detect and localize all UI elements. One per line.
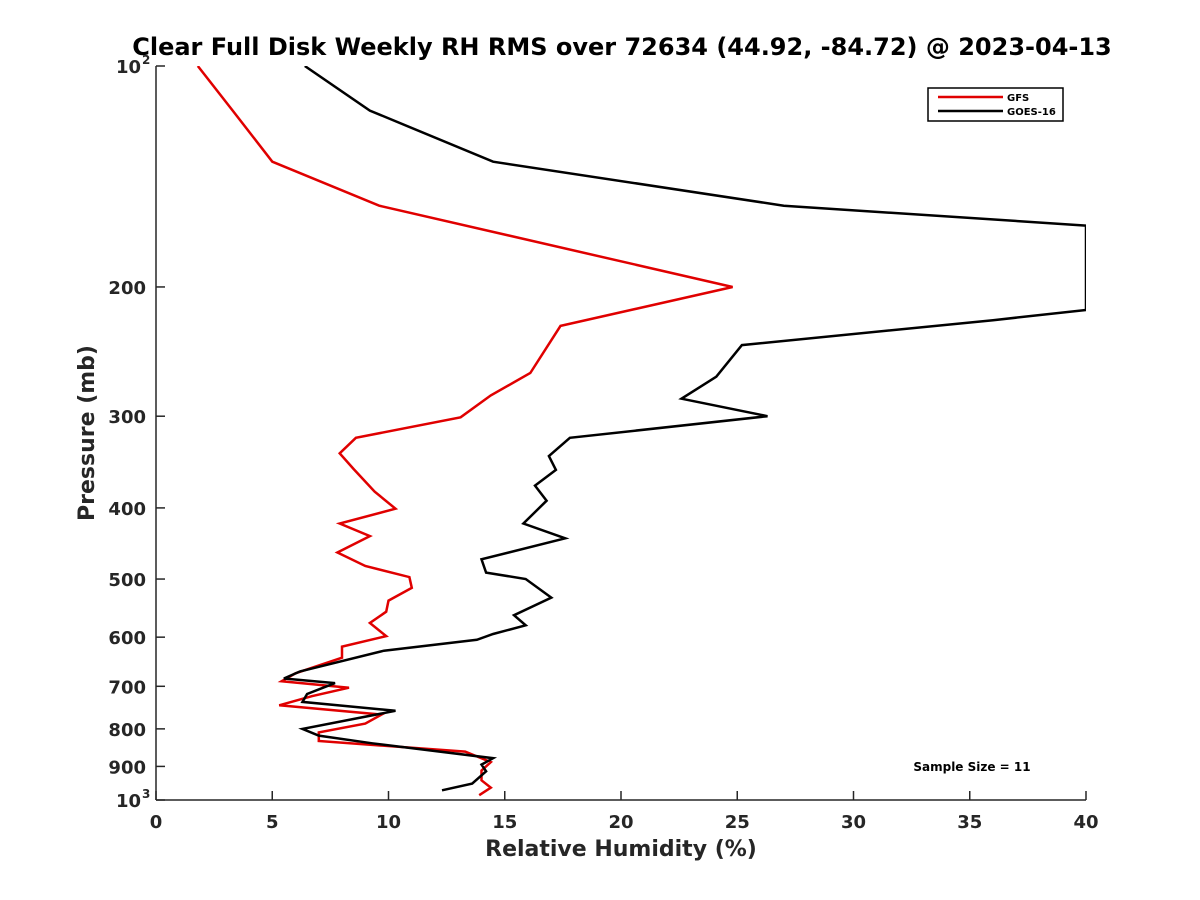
y-tick-label: 10 [116, 791, 141, 812]
x-axis-label: Relative Humidity (%) [485, 837, 757, 862]
legend-box [927, 87, 1064, 122]
legend: GFS GOES-16 [927, 87, 1064, 122]
y-tick-label: 400 [108, 499, 146, 520]
y-tick-label: 10 [116, 57, 141, 78]
y-tick-label: 600 [108, 628, 146, 649]
x-tick-label: 5 [266, 812, 279, 833]
series-layer [196, 66, 1086, 797]
y-tick-label: 200 [108, 278, 146, 299]
plot-area [155, 66, 1086, 801]
x-tick-label: 15 [492, 812, 517, 833]
chart-title: Clear Full Disk Weekly RH RMS over 72634… [132, 33, 1112, 61]
y-tick-label: 800 [108, 720, 146, 741]
series-line-goes16 [283, 66, 1086, 792]
legend-label-goes16: GOES-16 [1007, 107, 1056, 118]
x-tick-label: 25 [725, 812, 750, 833]
x-tick-label: 30 [841, 812, 866, 833]
sample-size-annotation: Sample Size = 11 [913, 760, 1030, 774]
y-tick-label: 300 [108, 407, 146, 428]
x-tick-label: 10 [376, 812, 401, 833]
legend-label-gfs: GFS [1007, 93, 1029, 104]
x-tick-label: 40 [1073, 812, 1098, 833]
x-tick-label: 20 [608, 812, 633, 833]
y-tick-label-exponent: 3 [142, 787, 150, 801]
x-tick-label: 35 [957, 812, 982, 833]
y-tick-label: 500 [108, 570, 146, 591]
y-axis-label: Pressure (mb) [75, 345, 100, 521]
x-axis-ticks: 0 5 10 15 20 25 30 35 40 [150, 791, 1099, 833]
x-tick-label: 0 [150, 812, 163, 833]
y-tick-label: 900 [108, 757, 146, 778]
y-tick-label: 700 [108, 677, 146, 698]
y-tick-label-exponent: 2 [142, 53, 150, 67]
